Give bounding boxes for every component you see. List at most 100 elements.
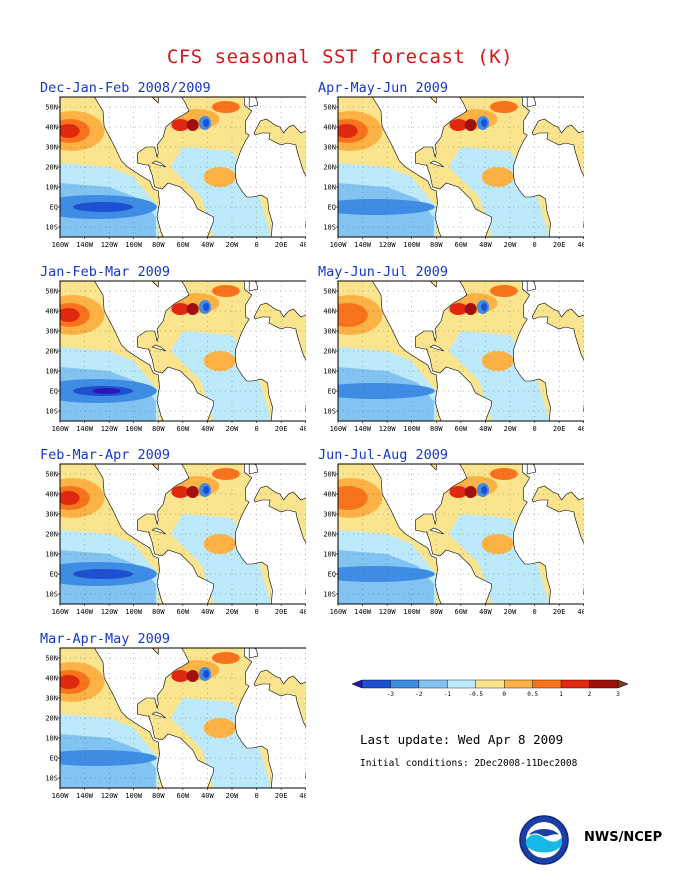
lon-tick-label: 60W [455,425,468,433]
lon-tick-label: 20W [504,425,517,433]
land-mass [248,281,259,292]
land-mass [151,160,166,168]
colorbar-end-low [352,679,363,689]
lon-tick-label: 40W [201,792,214,800]
cool-region [92,388,121,394]
warm-region [203,167,236,187]
warm-region [338,124,358,138]
lat-tick-label: EQ [328,388,336,396]
panel-amj: Apr-May-Jun 2009 50N 40N 30N 20N 10N EQ 10S 160… [316,80,584,256]
land-mass [372,281,492,421]
lon-tick-label: 80W [430,425,443,433]
lat-tick-label: 10S [45,591,58,599]
cool-region [448,514,550,604]
lon-tick-label: 140W [354,425,372,433]
lat-tick-label: 30N [323,511,336,519]
land-mass [94,648,214,788]
lon-tick-label: 40E [299,241,306,249]
lat-tick-label: 30N [45,695,58,703]
lon-tick-label: 80W [152,425,165,433]
lon-tick-label: 80W [152,792,165,800]
sst-map: 50N 40N 30N 20N 10N EQ 10S 160W 140W 120W 100W 80W 6… [45,463,306,616]
warm-region [481,167,514,187]
lon-tick-label: 40E [577,608,584,616]
warm-region [338,303,368,327]
panel-jja: Jun-Jul-Aug 2009 50N 40N 30N 20N 10N EQ 10S 160… [316,447,584,623]
lon-tick-label: 120W [101,241,119,249]
lat-tick-label: 50N [323,104,336,112]
lon-tick-label: 60W [455,241,468,249]
cool-region [73,202,133,212]
cool-region [203,303,210,311]
warm-region [481,534,514,554]
lat-tick-label: 40N [45,675,58,683]
colorbar-tick-label: -2 [415,691,423,698]
panel-title: Jun-Jul-Aug 2009 [318,447,449,463]
lon-tick-label: 40W [201,425,214,433]
lat-tick-label: 50N [45,471,58,479]
cool-region [170,147,272,237]
panel-mam: Mar-Apr-May 2009 50N 40N 30N 20N 10N EQ 10S 160… [38,631,306,807]
lon-tick-label: 20E [275,425,288,433]
cool-region [203,119,210,127]
lat-tick-label: 40N [45,308,58,316]
sst-map: 50N 40N 30N 20N 10N EQ 10S 160W 140W 120W 100W 80W 6… [323,280,584,433]
sst-map: 50N 40N 30N 20N 10N EQ 10S 160W 140W 120W 100W 80W 6… [45,280,306,433]
land-mass [94,464,214,604]
land-mass [372,97,492,237]
panel-djf: Dec-Jan-Feb 2008/2009 50N 40N 30N 20N 10N EQ 1… [38,80,306,256]
warm-region [203,351,236,371]
lon-tick-label: 140W [76,792,94,800]
lon-tick-label: 120W [379,425,397,433]
warm-region [171,486,190,498]
lon-tick-label: 0 [532,241,536,249]
lon-tick-label: 40E [299,608,306,616]
cool-region [170,514,272,604]
lon-tick-label: 40E [577,425,584,433]
cool-region [203,670,210,678]
land-mass [151,711,166,719]
lat-tick-label: EQ [328,204,336,212]
lon-tick-label: 20W [226,608,239,616]
land-mass [151,527,166,535]
lat-tick-label: 30N [323,328,336,336]
cool-region [481,119,488,127]
colorbar-legend: -3 -2 -1 -0.5 0 0.5 1 2 3 [352,679,628,698]
lon-tick-label: 160W [52,425,70,433]
land-mass [248,97,259,108]
warm-region [203,718,236,738]
lon-tick-label: 20E [553,241,566,249]
lon-tick-label: 20W [504,241,517,249]
cool-region [338,383,435,399]
lon-tick-label: 140W [76,608,94,616]
warm-region [464,486,477,498]
cool-region [338,199,435,215]
lon-tick-label: 20E [275,241,288,249]
panel-title: Feb-Mar-Apr 2009 [40,447,171,463]
warm-region [171,670,190,682]
land-mass [526,97,537,108]
lat-tick-label: 20N [323,164,336,172]
lon-tick-label: 0 [532,425,536,433]
panel-title: Mar-Apr-May 2009 [40,631,171,647]
warm-region [171,303,190,315]
lat-tick-label: 10S [45,224,58,232]
lat-tick-label: 10S [45,775,58,783]
lon-tick-label: 100W [125,792,143,800]
lat-tick-label: 20N [323,531,336,539]
lon-tick-label: 60W [455,608,468,616]
colorbar-end-high [617,679,628,689]
lat-tick-label: 10S [45,408,58,416]
lon-tick-label: 40W [479,608,492,616]
land-mass [526,464,537,475]
colorbar-tick-label: 0 [502,691,506,698]
cool-region [448,147,550,237]
lat-tick-label: 50N [45,288,58,296]
cool-region [448,331,550,421]
lon-tick-label: 0 [254,241,258,249]
lon-tick-label: 120W [101,792,119,800]
colorbar-segment [390,679,420,689]
lon-tick-label: 100W [125,425,143,433]
land-mass [94,281,214,421]
lon-tick-label: 140W [76,241,94,249]
